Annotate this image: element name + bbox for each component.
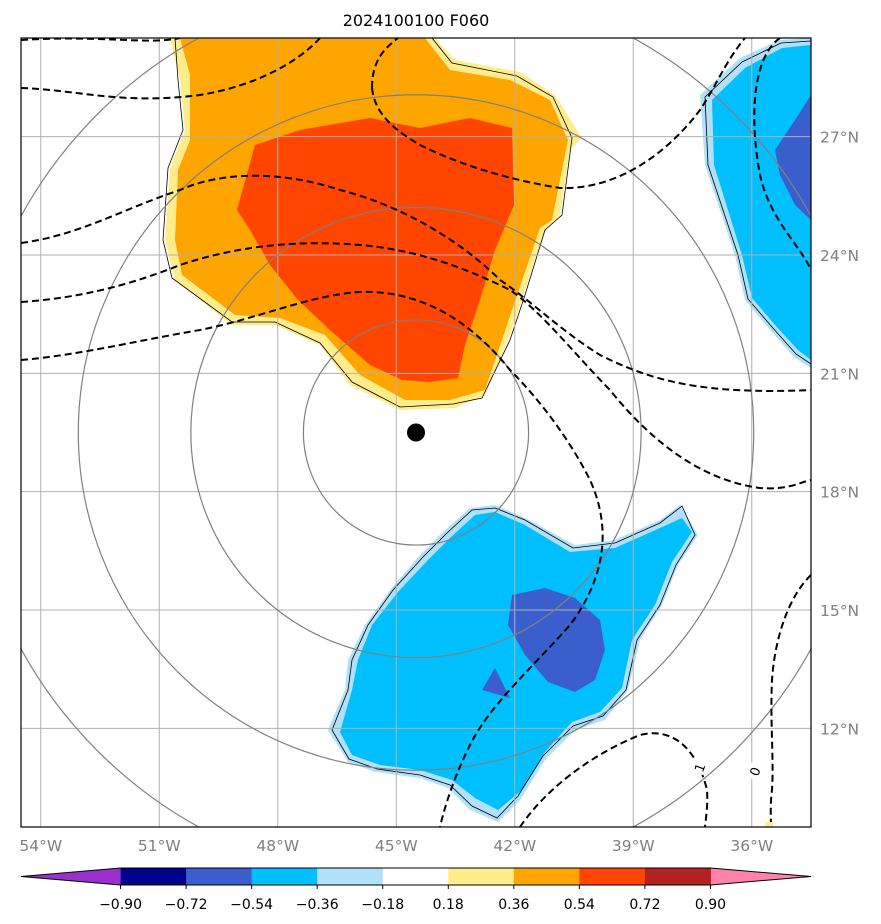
lat-tick-label: 12°N [820,720,859,738]
map-title: 2024100100 F060 [343,11,490,30]
colorbar-tick-label: 0.54 [564,897,595,913]
storm-center-marker [407,423,425,442]
contour-label-bg [694,758,707,775]
colorbar-tick-label: −0.18 [361,897,404,913]
lon-tick-label: 51°W [138,837,181,855]
lon-tick-label: 45°W [375,837,418,855]
lon-tick-label: 54°W [19,837,62,855]
colorbar-segment [579,868,646,885]
longitude-tick-labels: 54°W 51°W 48°W 45°W 42°W 39°W 36°W [19,837,773,855]
range-ring [190,206,642,659]
negative-anomaly-south [328,505,698,822]
colorbar-segment [186,868,253,885]
colorbar-tick-label: 0.72 [629,897,660,913]
lon-tick-label: 39°W [612,837,655,855]
colorbar-tick-label: −0.72 [165,897,208,913]
colorbar-tick-label: −0.36 [296,897,339,913]
map-frame [20,37,812,828]
range-ring [77,94,755,771]
colorbar-tick-label: 0.18 [433,897,464,913]
colorbar-tick-label: 0.36 [498,897,529,913]
colorbar-segment [644,868,711,885]
colorbar-segment [382,868,449,885]
lon-tick-label: 48°W [256,837,299,855]
dashed-contours [21,38,811,827]
gridlines [21,38,811,827]
colorbar-extend-high [710,868,811,885]
colorbar-tick-label: −0.90 [99,897,142,913]
colorbar-segment [448,868,515,885]
lat-tick-label: 21°N [820,365,859,383]
lon-tick-label: 42°W [493,837,536,855]
positive-anomaly-region [162,38,582,410]
contour-label-bg [749,762,762,779]
latitude-tick-labels: 27°N 24°N 21°N 18°N 15°N 12°N [820,129,859,739]
lat-tick-label: 18°N [820,484,859,502]
colorbar: −0.90 −0.72 −0.54 −0.36 −0.18 0.18 0.36 0.54 0.7… [20,867,812,913]
negative-anomaly-northeast [700,38,811,368]
colorbar-tick-label: 0.90 [695,897,726,913]
range-rings [21,38,811,827]
colorbar-tick-label: −0.54 [230,897,273,913]
colorbar-extend-low [21,868,121,885]
colorbar-segment [251,868,318,885]
range-ring [302,319,530,546]
lat-tick-label: 15°N [820,602,859,620]
colorbar-segment [120,868,187,885]
lon-tick-label: 36°W [730,837,773,855]
yellow-patch [765,822,773,827]
colorbar-segment [317,868,384,885]
colorbar-segment [513,868,580,885]
lat-tick-label: 27°N [820,129,859,147]
lat-tick-label: 24°N [820,247,859,265]
